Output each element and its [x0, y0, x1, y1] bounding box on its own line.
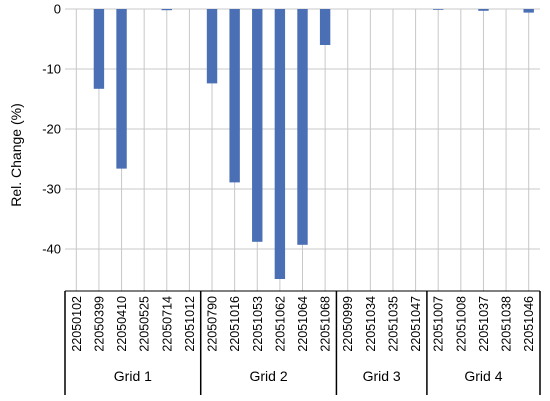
- bar: [523, 9, 534, 13]
- group-label: Grid 4: [464, 368, 502, 384]
- x-tick-label: 22051064: [296, 296, 310, 352]
- group-label: Grid 2: [250, 368, 288, 384]
- x-tick-label: 22050790: [206, 296, 220, 352]
- y-tick-label: -20: [42, 122, 61, 137]
- x-tick-label: 22050410: [115, 296, 129, 352]
- y-axis: 0 -10 -20 -30 -40: [42, 2, 61, 257]
- x-tick-label: 22051053: [251, 296, 265, 352]
- bar: [297, 9, 308, 245]
- bar: [252, 9, 263, 242]
- x-tick-label: 22050102: [70, 296, 84, 352]
- bars: [93, 9, 534, 279]
- y-axis-title: Rel. Change (%): [8, 103, 24, 207]
- group-label: Grid 1: [114, 368, 152, 384]
- x-tick-label: 22051037: [477, 296, 491, 352]
- bar: [93, 9, 105, 89]
- x-tick-label: 22051016: [228, 296, 242, 352]
- y-tick-label: -30: [42, 182, 61, 197]
- x-tick-label: 22050525: [138, 296, 152, 352]
- x-tick-label: 22051047: [409, 296, 423, 352]
- x-tick-label: 22050399: [92, 296, 106, 352]
- x-tick-label: 22051068: [319, 296, 333, 352]
- x-tick-label: 22051038: [500, 296, 514, 352]
- bar: [206, 9, 218, 84]
- x-tick-label: 22051007: [432, 296, 446, 352]
- x-tick-label: 22051062: [273, 296, 287, 352]
- bar: [229, 9, 240, 183]
- x-tick-label: 22051034: [364, 296, 378, 352]
- x-tick-label: 22051008: [454, 296, 468, 352]
- bar: [274, 9, 286, 279]
- bar: [478, 9, 489, 11]
- bar: [161, 9, 172, 11]
- x-tick-label: 22050714: [160, 296, 174, 352]
- x-tick-label: 22051012: [183, 296, 197, 352]
- bar: [319, 9, 331, 45]
- bar: [433, 9, 444, 10]
- x-tick-label: 22050999: [341, 296, 355, 352]
- x-axis-categories: 22050102 22050399 22050410 22050525 22050714…: [70, 296, 536, 352]
- x-tick-label: 22051046: [522, 296, 536, 352]
- group-label: Grid 3: [363, 368, 401, 384]
- y-tick-label: 0: [54, 2, 61, 17]
- bar: [116, 9, 127, 169]
- x-axis-groups: Grid 1 Grid 2 Grid 3 Grid 4: [64, 291, 541, 395]
- y-tick-label: -40: [42, 242, 61, 257]
- x-tick-label: 22051035: [386, 296, 400, 352]
- y-tick-label: -10: [42, 62, 61, 77]
